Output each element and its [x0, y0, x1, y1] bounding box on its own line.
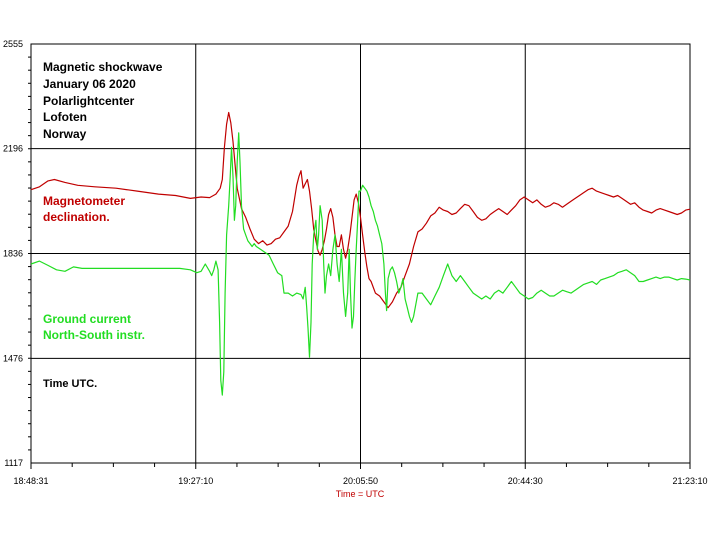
ground-annotation: Ground current North-South instr.: [43, 312, 145, 342]
x-tick-label: 20:44:30: [508, 476, 543, 486]
ground-label-line-1: Ground current: [43, 312, 131, 326]
title-line-4: Lofoten: [43, 110, 87, 124]
ground-series-line: [30, 132, 691, 396]
axis-ticks: 2555 2196 1836 1476 1117 18:48:31 19:27:10 20:0…: [3, 39, 708, 486]
x-tick-label: 19:27:10: [178, 476, 213, 486]
y-tick-label: 1117: [4, 458, 23, 468]
grid-lines: [31, 44, 690, 463]
magnetometer-label-line-2: declination.: [43, 210, 110, 224]
y-tick-label: 1836: [3, 249, 23, 259]
x-tick-label: 21:23:10: [672, 476, 707, 486]
ground-label-line-2: North-South instr.: [43, 328, 145, 342]
title-line-1: Magnetic shockwave: [43, 60, 163, 74]
title-line-2: January 06 2020: [43, 77, 136, 91]
title-line-5: Norway: [43, 127, 87, 141]
title-line-3: Polarlightcenter: [43, 94, 135, 108]
title-block: Magnetic shockwave January 06 2020 Polar…: [43, 60, 163, 141]
y-tick-label: 2196: [3, 144, 23, 154]
time-note: Time UTC.: [43, 378, 97, 390]
data-series: [30, 111, 691, 396]
magnetometer-annotation: Magnetometer declination.: [43, 194, 125, 224]
y-tick-label: 1476: [3, 353, 23, 363]
x-axis-title: Time = UTC: [336, 489, 385, 499]
x-tick-label: 20:05:50: [343, 476, 378, 486]
magnetometer-label-line-1: Magnetometer: [43, 194, 125, 208]
x-tick-label: 18:48:31: [13, 476, 48, 486]
y-tick-label: 2555: [3, 39, 23, 49]
magnetometer-series-line: [30, 111, 691, 309]
